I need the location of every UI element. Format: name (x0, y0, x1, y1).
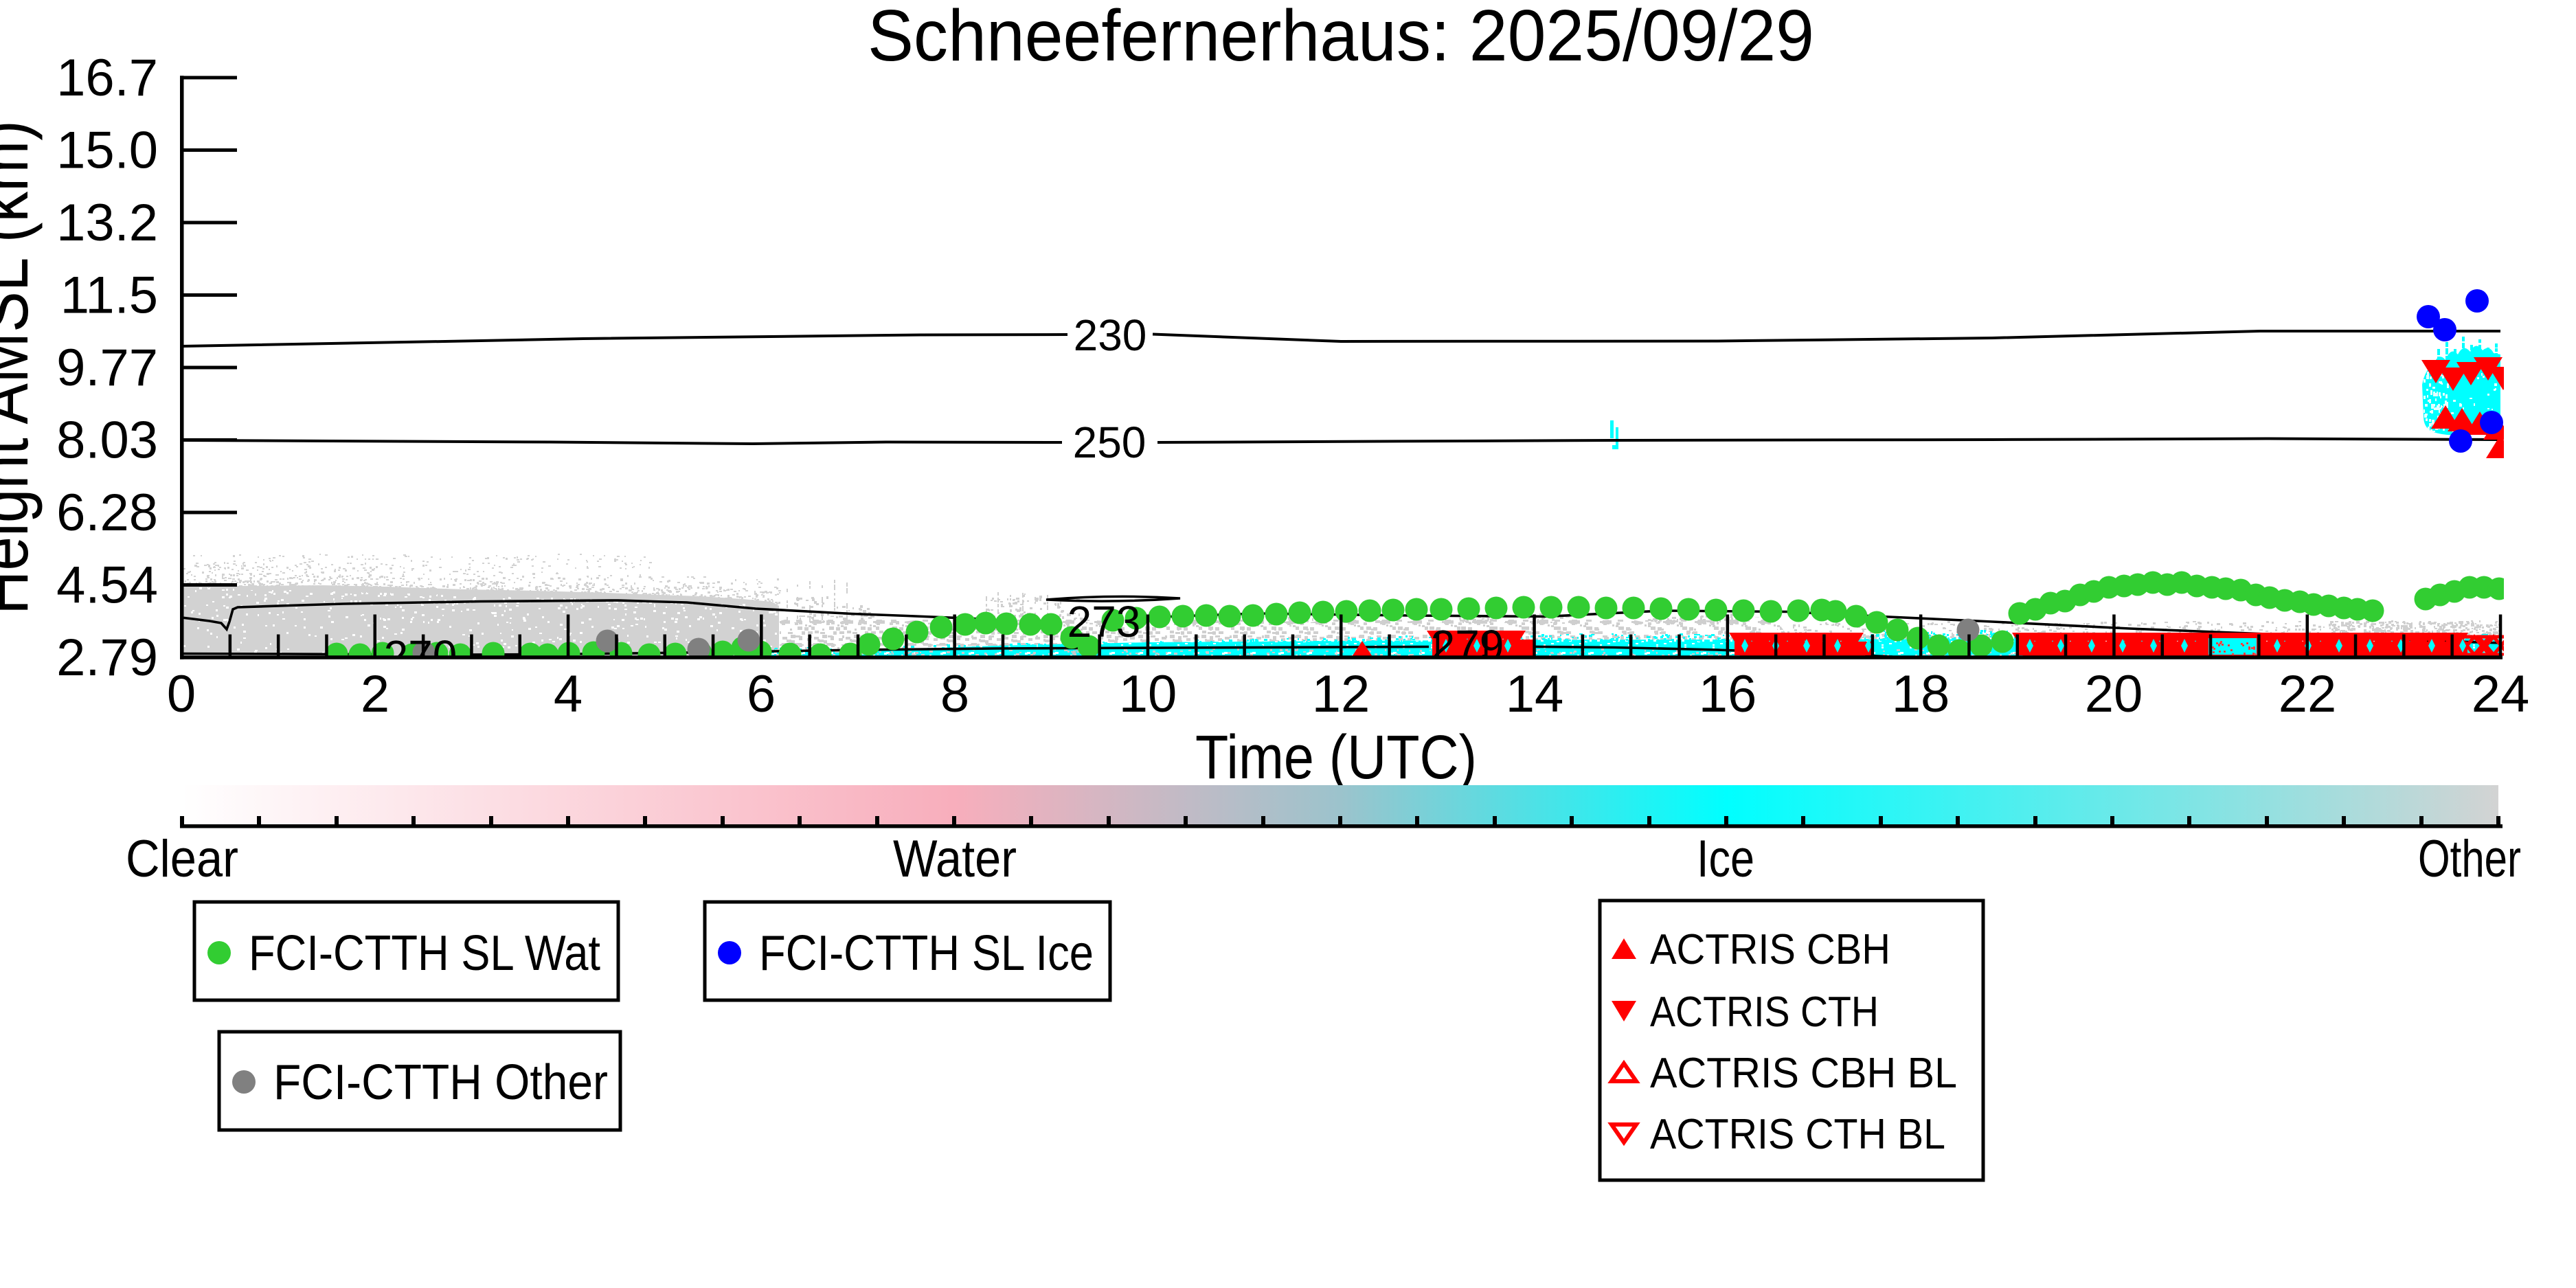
svg-text:16.7: 16.7 (56, 49, 158, 107)
svg-text:Other: Other (2418, 830, 2521, 888)
svg-text:4.54: 4.54 (56, 556, 158, 615)
svg-text:16: 16 (1699, 665, 1757, 723)
svg-text:2.79: 2.79 (56, 629, 158, 687)
svg-text:6: 6 (747, 665, 776, 723)
svg-text:279: 279 (1431, 621, 1504, 670)
svg-text:ACTRIS CTH: ACTRIS CTH (1650, 988, 1879, 1036)
svg-text:FCI-CTTH SL Ice: FCI-CTTH SL Ice (759, 926, 1094, 981)
svg-text:14: 14 (1506, 665, 1564, 723)
svg-text:Time (UTC): Time (UTC) (1195, 723, 1477, 792)
svg-text:24: 24 (2472, 665, 2530, 723)
svg-text:11.5: 11.5 (60, 267, 158, 325)
svg-text:20: 20 (2085, 665, 2143, 723)
svg-text:18: 18 (1892, 665, 1950, 723)
svg-text:Height AMSL (km): Height AMSL (km) (0, 120, 43, 615)
svg-text:Ice: Ice (1697, 830, 1754, 888)
svg-text:ACTRIS CBH BL: ACTRIS CBH BL (1650, 1050, 1957, 1097)
svg-text:Schneefernerhaus: 2025/09/29: Schneefernerhaus: 2025/09/29 (868, 0, 1814, 76)
svg-text:13.2: 13.2 (56, 194, 158, 252)
svg-text:FCI-CTTH SL Wat: FCI-CTTH SL Wat (249, 926, 600, 981)
svg-text:ACTRIS CTH BL: ACTRIS CTH BL (1650, 1111, 1945, 1158)
svg-text:4: 4 (554, 665, 583, 723)
svg-text:2: 2 (361, 665, 389, 723)
svg-text:230: 230 (1074, 310, 1147, 360)
svg-text:FCI-CTTH Other: FCI-CTTH Other (273, 1055, 608, 1110)
svg-text:0: 0 (167, 665, 196, 723)
svg-text:ACTRIS CBH: ACTRIS CBH (1650, 926, 1890, 973)
svg-text:8.03: 8.03 (56, 411, 158, 470)
svg-text:12: 12 (1312, 665, 1370, 723)
svg-text:6.28: 6.28 (56, 484, 158, 542)
svg-text:10: 10 (1119, 665, 1177, 723)
svg-text:250: 250 (1073, 418, 1146, 467)
svg-text:273: 273 (1067, 597, 1141, 646)
svg-text:9.77: 9.77 (56, 339, 158, 397)
svg-text:22: 22 (2279, 665, 2337, 723)
svg-text:15.0: 15.0 (56, 122, 158, 180)
svg-text:Clear: Clear (126, 830, 238, 888)
svg-text:Water: Water (893, 830, 1017, 888)
svg-text:270: 270 (384, 631, 457, 681)
svg-text:8: 8 (940, 665, 969, 723)
